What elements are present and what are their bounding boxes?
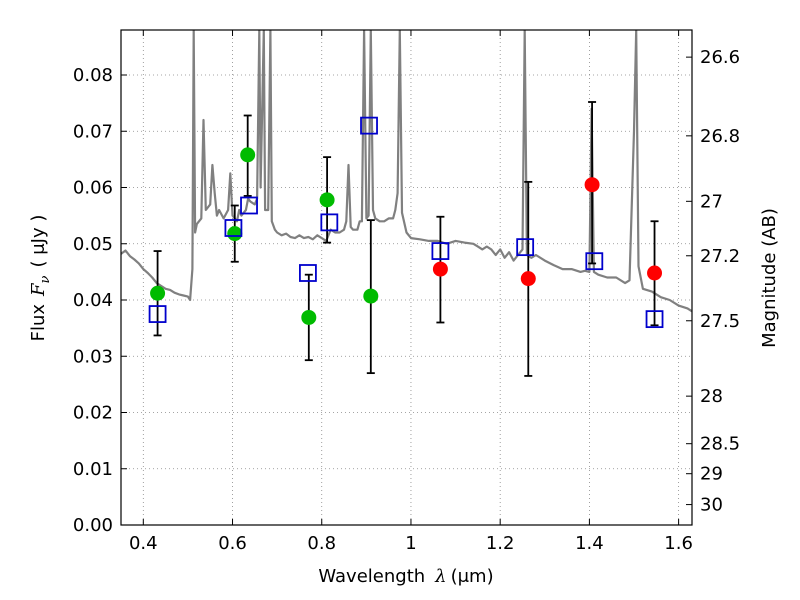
x-axis-ticks: 0.4 0.6 0.8 1 1.2 1.4 1.6 (129, 30, 693, 554)
mag-tick-label: 27.5 (700, 311, 740, 332)
green-data-point (319, 192, 335, 208)
y-tick-label: 0.00 (73, 515, 113, 536)
y2-axis-label: Magnitude (AB) (759, 208, 780, 348)
red-data-point (432, 261, 448, 277)
y-tick-label: 0.03 (73, 346, 113, 367)
y-tick-label: 0.07 (73, 121, 113, 142)
blue-model-square (360, 116, 378, 135)
y-tick-label: 0.08 (73, 65, 113, 86)
mag-tick-label: 27.2 (700, 246, 740, 267)
green-data-point (227, 226, 243, 242)
mag-tick-label: 30 (700, 495, 723, 516)
grid-lines (121, 30, 692, 526)
blue-model-square (299, 264, 317, 282)
x-tick-label: 0.4 (129, 533, 158, 554)
green-data-point (150, 285, 166, 301)
mag-tick-label: 28 (700, 386, 723, 407)
mag-tick-label: 29 (700, 464, 723, 485)
x-tick-label: 1 (405, 533, 416, 554)
y-axis-label: FluxFν( μJy ) (28, 215, 53, 342)
x-tick-label: 0.8 (307, 533, 336, 554)
photometry-markers (148, 116, 664, 329)
blue-model-square (516, 238, 535, 257)
x-tick-label: 1.4 (575, 533, 604, 554)
blue-model-square (320, 213, 339, 232)
red-data-point (647, 265, 663, 281)
blue-model-square (431, 242, 450, 260)
blue-model-square (585, 252, 604, 271)
blue-model-square (148, 305, 167, 323)
green-data-point (240, 147, 256, 163)
green-data-point (301, 309, 317, 325)
plot-frame (120, 29, 693, 526)
red-data-point (584, 177, 600, 193)
blue-model-square (240, 196, 258, 215)
y-tick-label: 0.05 (73, 234, 113, 255)
y2-axis-ticks: 26.6 26.8 27 27.2 27.5 28 28.5 29 30 (686, 47, 740, 516)
green-data-point (363, 288, 379, 304)
y-tick-label: 0.06 (73, 178, 113, 199)
blue-model-square (224, 219, 243, 237)
mag-tick-label: 27 (700, 191, 723, 212)
red-data-point (520, 271, 536, 287)
y-tick-label: 0.01 (73, 459, 113, 480)
blue-model-square (645, 310, 664, 329)
x-axis-label: Wavelength λ (μm) (318, 566, 493, 587)
model-spectrum (121, 30, 692, 313)
y-axis-ticks: 0.00 0.01 0.02 0.03 0.04 0.05 0.06 0.07 0.08 (73, 65, 127, 536)
plot-area-background (121, 30, 692, 525)
x-tick-label: 1.2 (486, 533, 515, 554)
x-tick-label: 0.6 (218, 533, 247, 554)
mag-tick-label: 28.5 (700, 434, 740, 455)
x-tick-label: 1.6 (664, 533, 693, 554)
model-spectrum-line (121, 30, 692, 313)
mag-tick-label: 26.8 (700, 126, 740, 147)
mag-tick-label: 26.6 (700, 47, 740, 68)
y-tick-label: 0.02 (73, 403, 113, 424)
y-tick-label: 0.04 (73, 290, 113, 311)
